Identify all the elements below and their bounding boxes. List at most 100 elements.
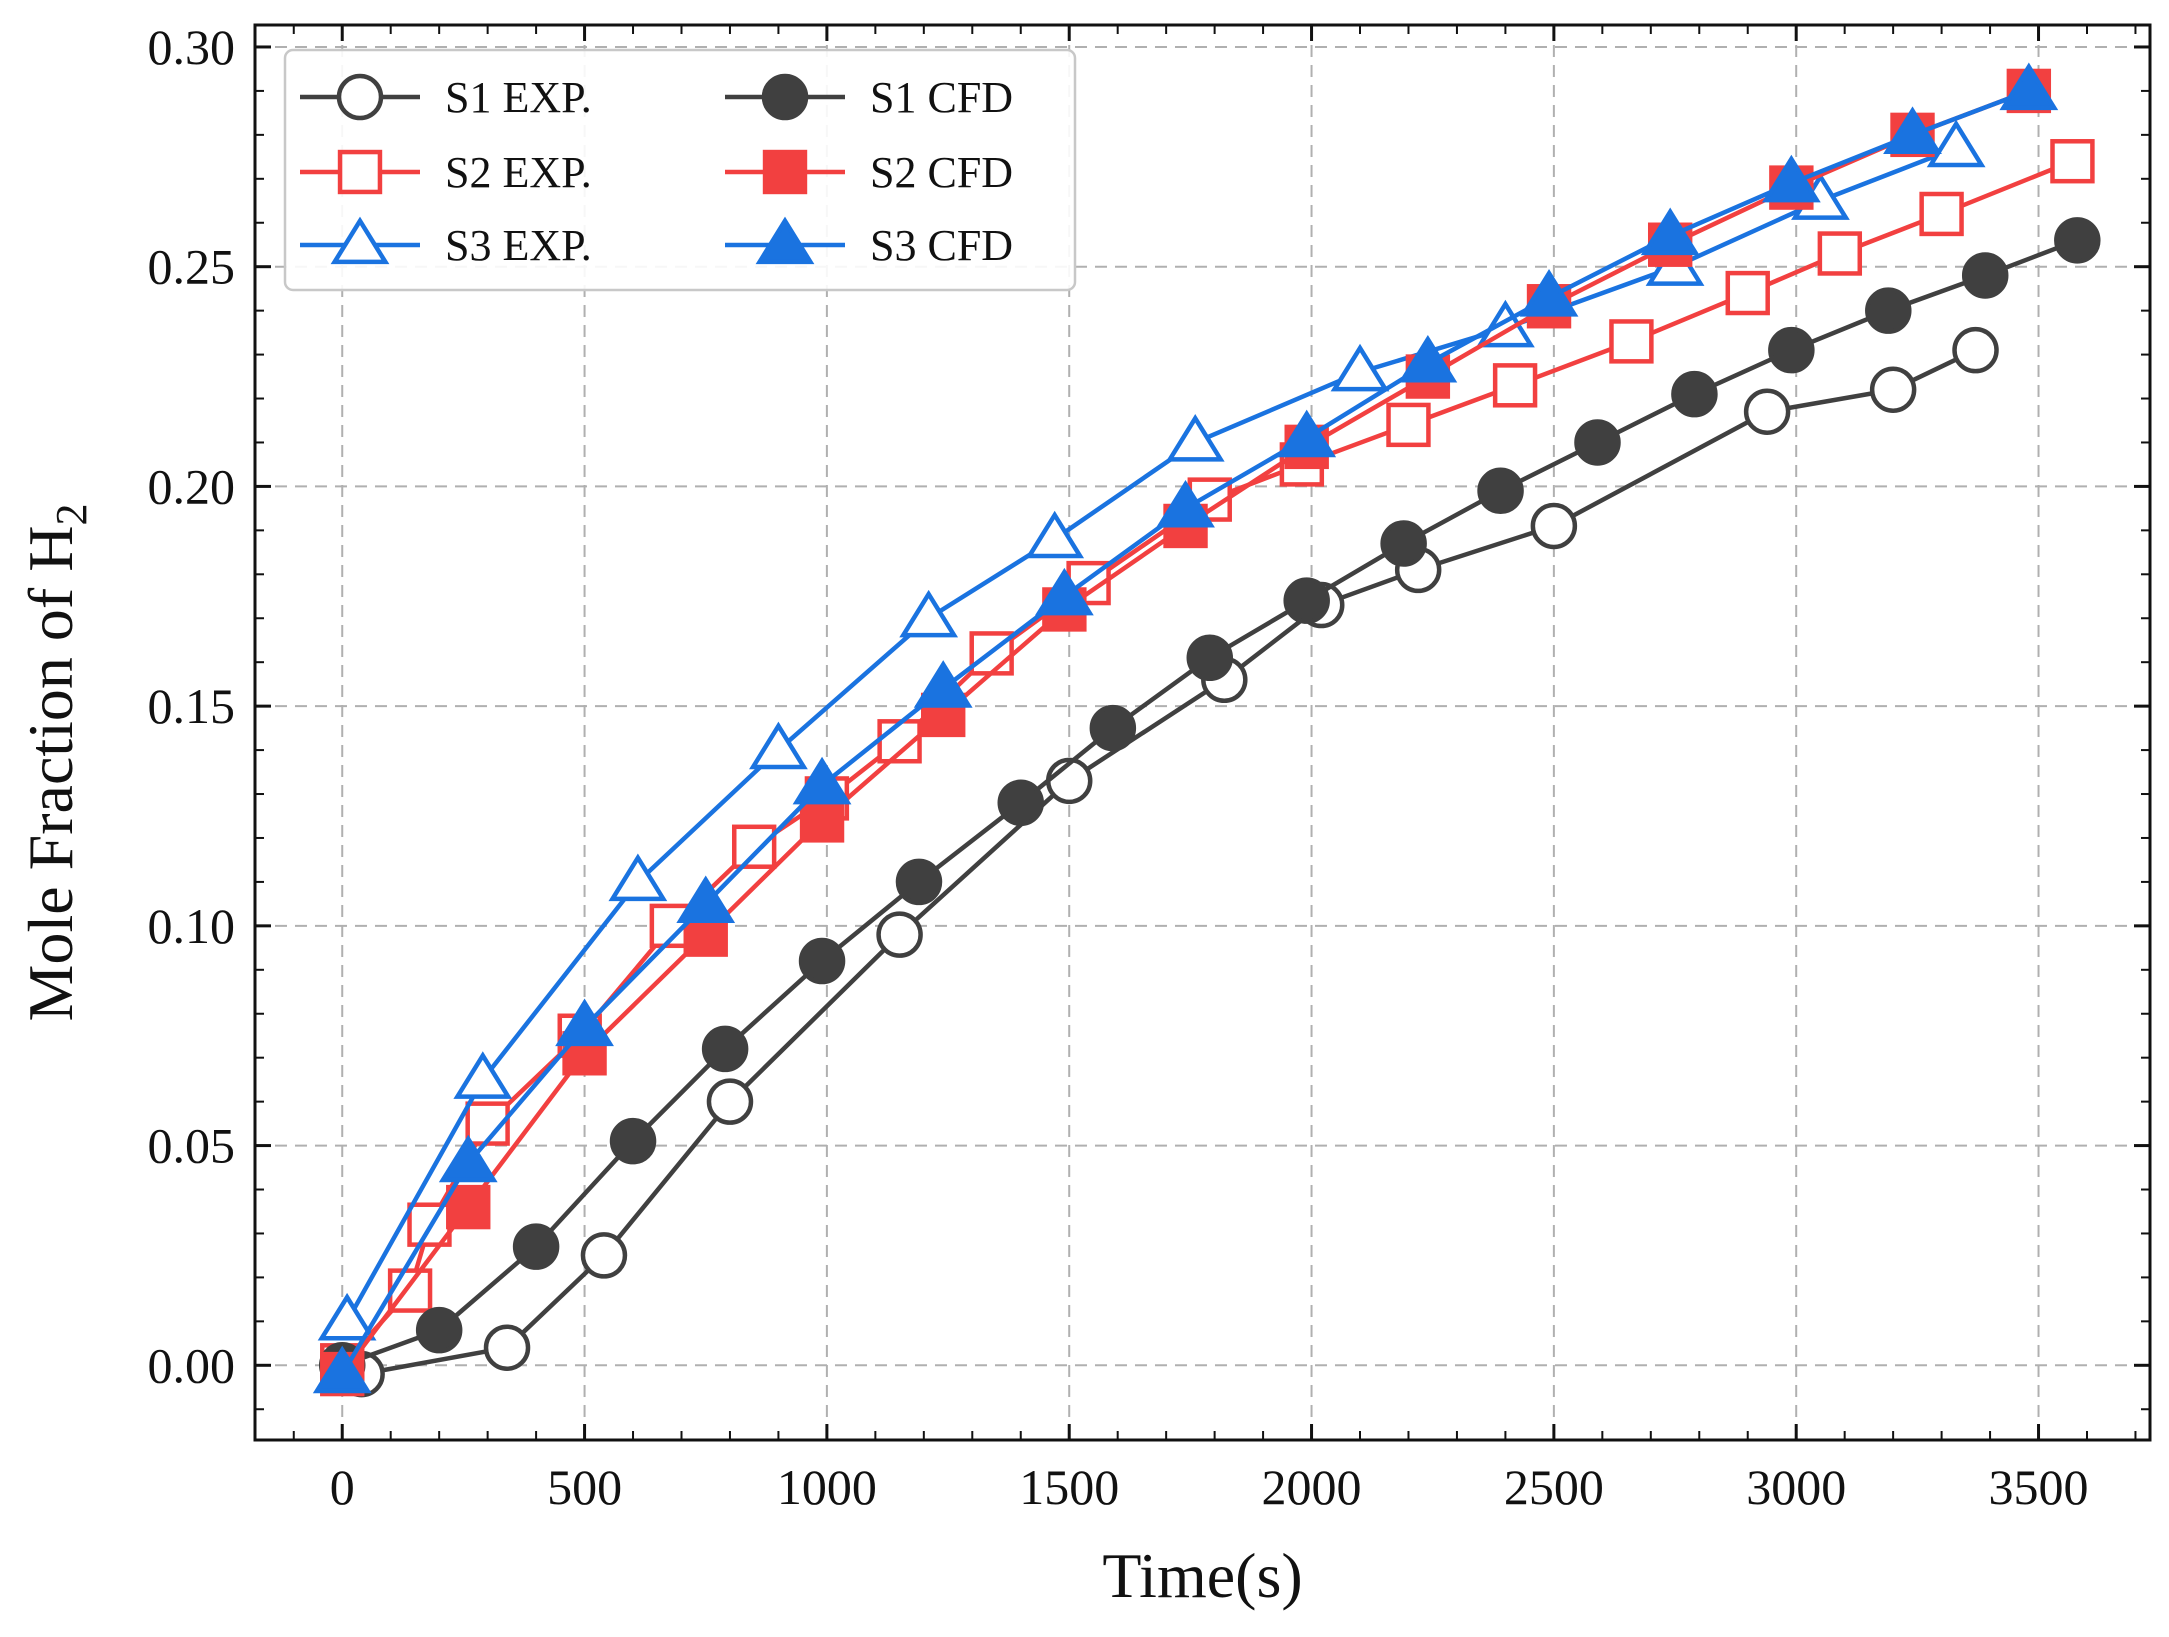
series-s1-cfd xyxy=(318,217,2101,1389)
legend-marker xyxy=(762,149,808,195)
data-point xyxy=(895,858,943,906)
x-tick-label: 0 xyxy=(330,1459,355,1515)
data-point xyxy=(1671,370,1718,418)
data-point xyxy=(1330,343,1390,392)
data-point xyxy=(1817,231,1863,276)
y-axis-title-main: Mole Fraction of H xyxy=(15,526,86,1022)
data-point xyxy=(1574,419,1621,466)
data-point xyxy=(312,1345,372,1394)
y-tick-label: 0.25 xyxy=(148,239,236,295)
x-tick-label: 1500 xyxy=(1019,1459,1119,1515)
data-point xyxy=(1919,191,1964,237)
data-point xyxy=(1865,287,1912,334)
data-point xyxy=(1961,252,2009,299)
data-point xyxy=(792,756,852,805)
legend-label: S1 EXP. xyxy=(445,73,592,122)
y-tick-label: 0.20 xyxy=(148,458,236,514)
legend-label: S3 EXP. xyxy=(445,221,592,270)
y-axis-title-subscript: 2 xyxy=(47,504,96,526)
data-point xyxy=(608,853,668,902)
legend-marker xyxy=(330,216,390,265)
data-point xyxy=(1025,510,1085,559)
data-point xyxy=(609,1117,657,1165)
legend-label: S1 CFD xyxy=(870,73,1013,122)
data-point xyxy=(1165,414,1225,462)
y-tick-label: 0.00 xyxy=(148,1337,236,1393)
y-tick-label: 0.30 xyxy=(148,19,236,75)
data-point xyxy=(1761,154,1821,203)
legend-marker xyxy=(755,216,815,265)
legend-label: S2 EXP. xyxy=(445,148,592,197)
x-tick-label: 3500 xyxy=(1989,1459,2089,1515)
data-point xyxy=(512,1223,560,1270)
series-layer xyxy=(312,62,2101,1398)
data-point xyxy=(317,1292,377,1341)
data-point xyxy=(1277,409,1337,458)
legend: S1 EXP. S2 EXP. S3 EXP. S1 CFD S2 CFD S3 CFD xyxy=(283,48,1077,292)
data-point xyxy=(446,1184,491,1230)
data-point xyxy=(1530,502,1578,550)
data-point xyxy=(1398,334,1458,383)
series-line xyxy=(345,145,1957,1323)
x-axis-title: Time(s) xyxy=(1102,1540,1302,1611)
data-point xyxy=(580,1232,628,1279)
data-point xyxy=(731,824,777,869)
axis-ticks xyxy=(255,25,2150,1440)
data-point xyxy=(1768,326,1815,374)
data-point xyxy=(2054,217,2101,264)
legend-item: S3 EXP. xyxy=(300,216,592,270)
x-tick-label: 2000 xyxy=(1262,1459,1362,1515)
data-point xyxy=(899,589,959,638)
data-point xyxy=(706,1078,754,1125)
legend-item: S2 CFD xyxy=(725,148,1013,197)
legend-label: S2 CFD xyxy=(870,148,1013,197)
data-point xyxy=(676,875,736,924)
data-point xyxy=(913,660,973,708)
data-point xyxy=(415,1306,463,1354)
data-point xyxy=(1089,704,1137,752)
data-point xyxy=(1492,363,1538,408)
data-point xyxy=(2050,139,2095,184)
tick-labels: 0 500 1000 1500 2000 2500 3000 3500 0.00 0.05 0.10… xyxy=(148,19,2089,1515)
data-point xyxy=(1883,106,1942,155)
data-point xyxy=(799,798,845,843)
legend-marker xyxy=(337,149,383,195)
y-tick-label: 0.10 xyxy=(148,898,236,954)
series-line xyxy=(341,238,2079,1368)
data-point xyxy=(1283,577,1330,624)
legend-item: S1 EXP. xyxy=(300,73,592,122)
y-tick-label: 0.05 xyxy=(148,1118,236,1174)
legend-label: S3 CFD xyxy=(870,221,1013,270)
data-point xyxy=(1186,634,1234,682)
data-point xyxy=(1386,402,1431,448)
data-point xyxy=(483,1324,531,1371)
data-point xyxy=(997,779,1045,827)
data-point xyxy=(438,1134,498,1183)
data-point xyxy=(1640,207,1700,256)
legend-box xyxy=(283,48,1077,292)
plot-frame xyxy=(253,23,2152,1442)
series-s1-exp xyxy=(338,326,1999,1398)
data-point xyxy=(1743,388,1791,435)
data-point xyxy=(1952,326,1999,374)
data-point xyxy=(701,1025,749,1073)
data-point xyxy=(798,937,846,985)
legend-marker xyxy=(336,73,384,121)
y-axis-title: Mole Fraction of H2 xyxy=(15,504,96,1022)
data-point xyxy=(1926,119,1986,168)
data-point xyxy=(1380,520,1427,567)
x-tick-label: 500 xyxy=(547,1459,622,1515)
data-point xyxy=(1477,467,1524,515)
legend-item: S3 CFD xyxy=(725,216,1013,270)
data-point xyxy=(876,911,923,958)
data-point xyxy=(555,998,614,1047)
x-tick-label: 1000 xyxy=(777,1459,877,1515)
x-tick-label: 2500 xyxy=(1504,1459,1604,1515)
data-point xyxy=(453,1051,513,1099)
series-s3-exp xyxy=(317,119,1986,1341)
legend-marker xyxy=(761,73,809,121)
y-tick-label: 0.15 xyxy=(148,678,236,734)
series-s2-exp xyxy=(320,139,2095,1388)
data-point xyxy=(749,721,808,770)
data-point xyxy=(1869,366,1917,413)
